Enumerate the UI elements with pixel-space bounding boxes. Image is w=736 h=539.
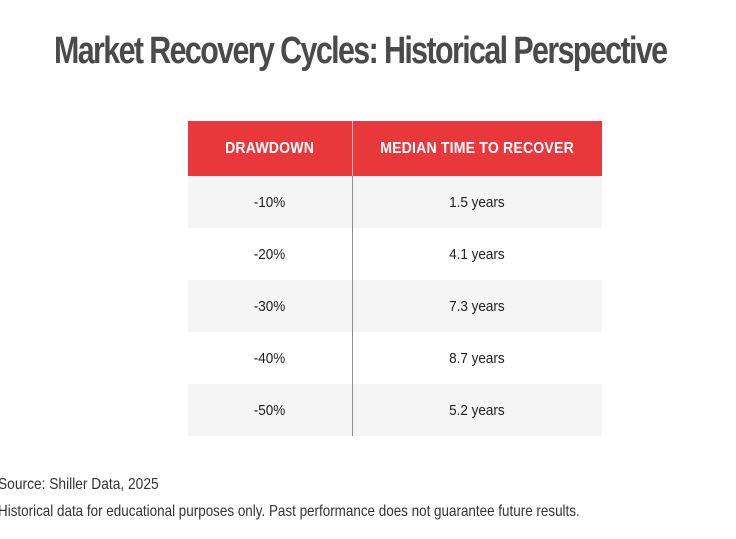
table-header-row: DRAWDOWN MEDIAN TIME TO RECOVER [188, 121, 602, 176]
recovery-value: 5.2 years [449, 401, 506, 419]
recovery-value: 1.5 years [449, 193, 506, 211]
recovery-cell: 8.7 years [352, 332, 602, 384]
drawdown-value: -10% [253, 193, 286, 211]
table-row: -40% 8.7 years [188, 332, 602, 384]
table-row: -10% 1.5 years [188, 176, 602, 228]
chart-title: Market Recovery Cycles: Historical Persp… [54, 30, 668, 72]
recovery-value: 4.1 years [449, 245, 506, 263]
column-header-median-time: MEDIAN TIME TO RECOVER [352, 121, 602, 176]
table-row: -50% 5.2 years [188, 384, 602, 436]
recovery-cell: 7.3 years [352, 280, 602, 332]
source-note: Source: Shiller Data, 2025 [0, 476, 159, 493]
drawdown-value: -30% [253, 297, 286, 315]
drawdown-value: -40% [253, 349, 286, 367]
recovery-cell: 5.2 years [352, 384, 602, 436]
column-header-drawdown-label: DRAWDOWN [225, 139, 315, 157]
drawdown-value: -20% [253, 245, 286, 263]
drawdown-cell: -50% [188, 384, 353, 436]
column-header-drawdown: DRAWDOWN [188, 121, 353, 176]
recovery-table: DRAWDOWN MEDIAN TIME TO RECOVER -10% 1.5… [188, 121, 602, 436]
recovery-table-container: DRAWDOWN MEDIAN TIME TO RECOVER -10% 1.5… [188, 121, 602, 436]
column-header-median-time-label: MEDIAN TIME TO RECOVER [380, 139, 575, 157]
recovery-value: 7.3 years [449, 297, 506, 315]
drawdown-cell: -10% [188, 176, 353, 228]
disclaimer-note: Historical data for educational purposes… [0, 503, 580, 520]
drawdown-cell: -30% [188, 280, 353, 332]
table-row: -30% 7.3 years [188, 280, 602, 332]
drawdown-value: -50% [253, 401, 286, 419]
recovery-cell: 4.1 years [352, 228, 602, 280]
table-row: -20% 4.1 years [188, 228, 602, 280]
drawdown-cell: -20% [188, 228, 353, 280]
recovery-cell: 1.5 years [352, 176, 602, 228]
recovery-value: 8.7 years [449, 349, 506, 367]
drawdown-cell: -40% [188, 332, 353, 384]
